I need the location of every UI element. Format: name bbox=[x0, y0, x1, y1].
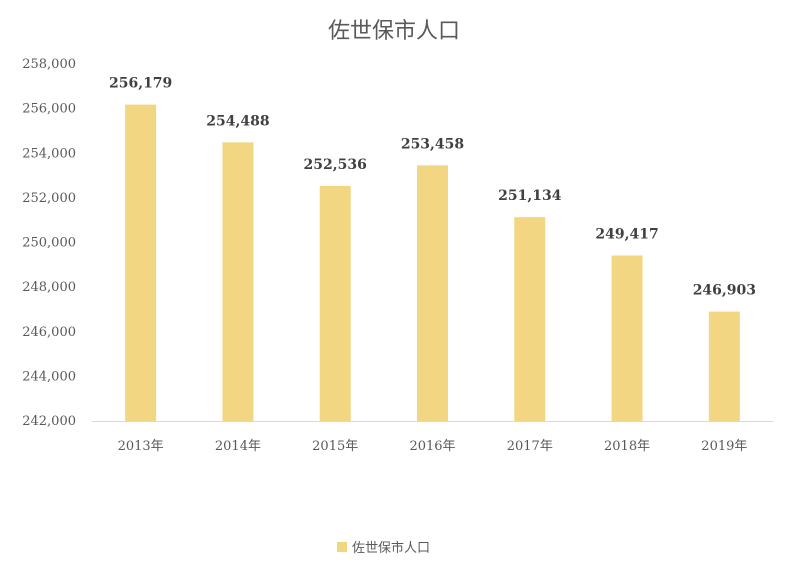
y-tick-label: 244,000 bbox=[22, 369, 76, 384]
y-tick-label: 256,000 bbox=[22, 102, 76, 117]
data-label: 249,417 bbox=[595, 227, 658, 243]
legend-swatch bbox=[337, 542, 347, 552]
legend-label: 佐世保市人口 bbox=[352, 540, 430, 556]
data-labels: 256,179 254,488 252,536 253,458 251,134 249,4… bbox=[109, 76, 756, 299]
bar bbox=[514, 217, 546, 421]
data-label: 251,134 bbox=[498, 188, 562, 204]
x-tick-label: 2014年 bbox=[215, 439, 261, 454]
x-tick-label: 2019年 bbox=[701, 439, 747, 454]
data-label: 252,536 bbox=[304, 157, 367, 173]
bar bbox=[319, 185, 351, 421]
y-tick-label: 250,000 bbox=[22, 236, 76, 251]
chart-title: 佐世保市人口 bbox=[328, 19, 460, 44]
bar bbox=[222, 142, 254, 421]
y-tick-label: 252,000 bbox=[22, 191, 76, 206]
x-tick-label: 2013年 bbox=[118, 439, 164, 454]
data-label: 253,458 bbox=[401, 136, 464, 152]
legend: 佐世保市人口 bbox=[337, 540, 430, 556]
x-axis: 2013年 2014年 2015年 2016年 2017年 2018年 2019年 bbox=[118, 439, 748, 454]
bar bbox=[611, 255, 643, 421]
y-tick-label: 246,000 bbox=[22, 325, 76, 340]
x-tick-label: 2016年 bbox=[409, 439, 455, 454]
bars bbox=[125, 104, 740, 421]
x-tick-label: 2015年 bbox=[312, 439, 358, 454]
y-axis: 242,000 244,000 246,000 248,000 250,000 252,0… bbox=[22, 57, 76, 429]
data-label: 254,488 bbox=[206, 113, 269, 129]
bar bbox=[417, 165, 448, 421]
y-tick-label: 258,000 bbox=[22, 57, 76, 72]
bar bbox=[708, 311, 740, 421]
bar bbox=[125, 104, 157, 421]
y-tick-label: 254,000 bbox=[22, 146, 76, 161]
x-tick-label: 2018年 bbox=[604, 439, 650, 454]
y-tick-label: 248,000 bbox=[22, 280, 76, 295]
y-tick-label: 242,000 bbox=[22, 414, 76, 429]
data-label: 246,903 bbox=[693, 283, 756, 299]
x-tick-label: 2017年 bbox=[507, 439, 553, 454]
data-label: 256,179 bbox=[109, 76, 172, 92]
